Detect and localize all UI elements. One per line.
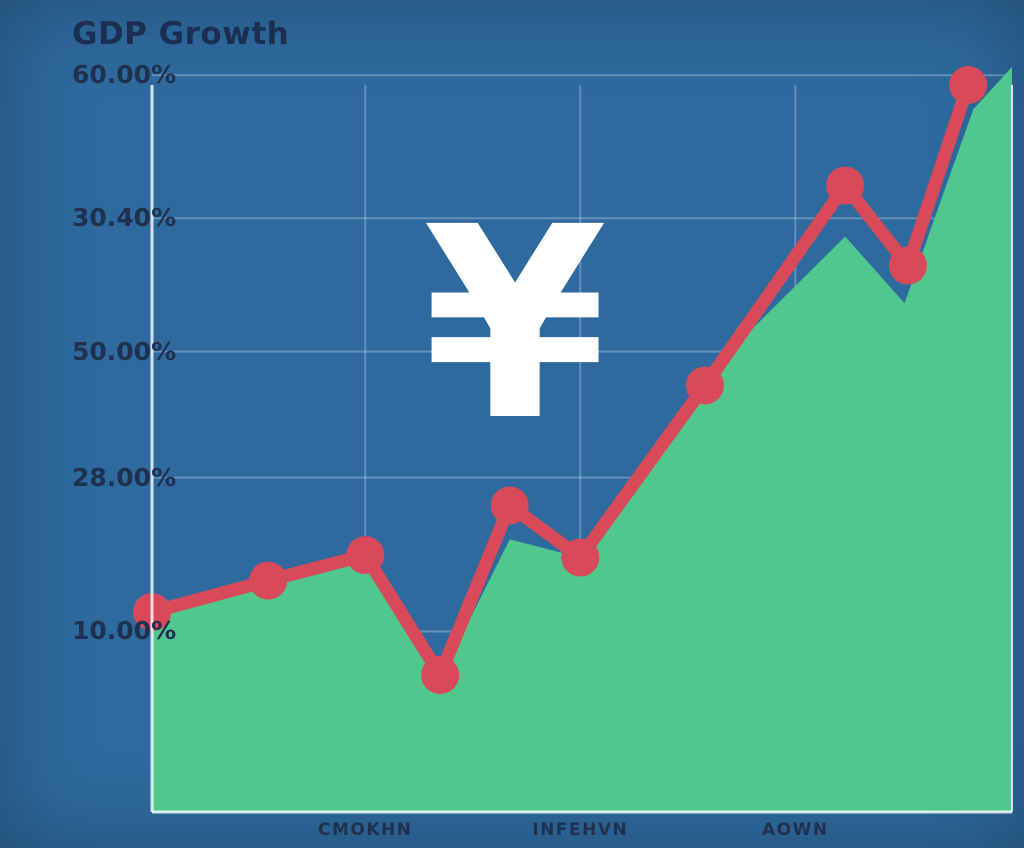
x-tick-label: CMOKHN bbox=[318, 820, 413, 840]
y-tick-label: 30.40% bbox=[72, 203, 177, 233]
x-tick-label: AOWN bbox=[761, 820, 829, 840]
chart-title: GDP Growth bbox=[72, 16, 290, 52]
line-marker bbox=[490, 486, 529, 525]
y-tick-label: 60.00% bbox=[72, 60, 177, 90]
line-marker bbox=[249, 561, 288, 600]
line-marker bbox=[346, 536, 385, 575]
y-tick-label: 10.00% bbox=[72, 616, 177, 646]
line-marker bbox=[561, 538, 600, 577]
line-marker bbox=[826, 166, 865, 205]
y-tick-label: 50.00% bbox=[72, 336, 177, 366]
y-tick-label: 28.00% bbox=[72, 462, 177, 492]
line-marker bbox=[949, 66, 988, 104]
x-tick-label: INFEHVN bbox=[532, 820, 629, 840]
line-marker bbox=[421, 656, 460, 695]
yen-symbol: ¥ bbox=[422, 170, 608, 479]
line-series bbox=[145, 78, 975, 682]
area-series bbox=[152, 66, 1012, 812]
line-marker bbox=[888, 246, 927, 285]
line-marker bbox=[685, 366, 724, 405]
